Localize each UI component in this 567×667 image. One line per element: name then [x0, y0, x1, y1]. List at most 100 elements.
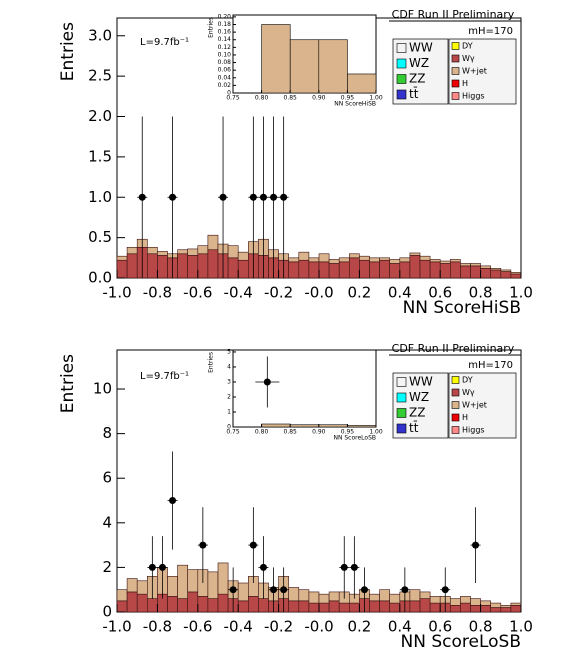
- bin: [449, 598, 461, 606]
- bin: [328, 600, 340, 613]
- y-tick-label: 0.10: [218, 51, 232, 58]
- legend-swatch: [451, 388, 460, 397]
- y-tick-label: 6: [102, 469, 112, 487]
- title: CDF Run II Preliminary: [392, 8, 515, 21]
- data-point: [199, 541, 207, 549]
- y-tick-label: 0.5: [88, 228, 112, 246]
- bin: [348, 257, 360, 279]
- bin: [500, 607, 512, 613]
- y-tick-label: 4: [227, 363, 231, 370]
- legend-swatch: [396, 58, 407, 69]
- bin: [449, 605, 461, 613]
- bin: [429, 602, 441, 613]
- y-axis-label: Entries: [58, 354, 78, 413]
- x-tick-label: 0.6: [428, 618, 452, 636]
- bin: [470, 263, 481, 267]
- y-tick-label: 2.5: [88, 67, 112, 85]
- bin: [379, 589, 391, 602]
- bin: [308, 602, 320, 613]
- x-tick-label: 1.00: [369, 429, 383, 436]
- bin: [338, 257, 350, 263]
- data-point: [280, 193, 288, 201]
- bin: [116, 589, 128, 602]
- bin: [409, 252, 421, 256]
- x-tick-label: -0.0: [304, 618, 333, 636]
- x-tick-label: -0.0: [304, 284, 333, 302]
- bin: [389, 259, 401, 264]
- data-point: [401, 586, 409, 594]
- y-tick-label: 1.0: [88, 188, 112, 206]
- bin: [217, 562, 229, 595]
- legend-label: W+jet: [462, 67, 487, 76]
- legend-swatch: [396, 392, 407, 403]
- bin: [470, 605, 481, 613]
- bin: [460, 263, 471, 267]
- bin: [207, 598, 219, 613]
- bin: [429, 261, 441, 279]
- bin: [429, 596, 441, 604]
- bin: [308, 257, 320, 263]
- y-axis-label: Entries: [208, 352, 215, 373]
- legend-label: WZ: [409, 56, 429, 70]
- bin: [409, 589, 421, 602]
- x-tick-label: 0.75: [226, 429, 240, 436]
- bin: [248, 596, 259, 613]
- legend-label: Wγ: [462, 54, 475, 63]
- legend-label: W+jet: [462, 401, 487, 410]
- bin: [389, 602, 401, 613]
- y-axis-label: Entries: [58, 22, 78, 81]
- legend-swatch: [451, 426, 460, 434]
- bin: [328, 259, 340, 264]
- bin: [147, 598, 158, 613]
- x-tick-label: 0.80: [255, 429, 269, 436]
- data-point: [340, 563, 348, 571]
- data-point: [259, 563, 267, 571]
- bin: [318, 424, 348, 428]
- bin: [136, 593, 148, 613]
- bin: [389, 593, 401, 604]
- legend-label: DY: [462, 376, 473, 385]
- bin: [347, 73, 377, 94]
- x-tick-label: 0.85: [284, 429, 298, 436]
- bin: [167, 596, 178, 613]
- annotation: mH=170: [468, 360, 513, 371]
- bin: [197, 245, 209, 255]
- bin: [237, 600, 249, 613]
- legend-swatch: [451, 401, 460, 409]
- bin: [369, 600, 380, 613]
- bin: [217, 593, 229, 613]
- bin: [460, 596, 471, 604]
- bin: [490, 607, 502, 613]
- y-tick-label: 1: [227, 408, 231, 415]
- x-tick-label: 1.0: [509, 618, 533, 636]
- x-tick-label: 0.80: [255, 95, 269, 102]
- bin: [298, 589, 310, 602]
- bin: [298, 259, 310, 279]
- data-point: [138, 193, 146, 201]
- annotation: L=9.7fb⁻¹: [140, 371, 189, 382]
- x-tick-label: -0.6: [183, 284, 212, 302]
- x-tick-label: 0.75: [226, 95, 240, 102]
- bin: [419, 259, 431, 279]
- y-tick-label: 3.0: [88, 26, 112, 44]
- bin: [419, 591, 431, 599]
- bin: [470, 265, 481, 279]
- bin: [318, 593, 330, 604]
- legend-box: [448, 372, 517, 439]
- bin: [379, 259, 391, 279]
- x-tick-label: 0.2: [347, 284, 371, 302]
- x-axis-label: NN ScoreHiSB: [334, 101, 376, 108]
- x-axis-label: NN ScoreHiSB: [403, 298, 521, 318]
- y-tick-label: 0: [102, 603, 112, 621]
- legend-swatch: [451, 92, 460, 100]
- bin: [136, 580, 148, 595]
- bin: [289, 39, 320, 94]
- legend-label: H: [462, 413, 468, 422]
- bin: [318, 602, 330, 613]
- bin: [328, 263, 340, 279]
- y-tick-label: 0.08: [218, 59, 232, 66]
- bin: [258, 598, 269, 613]
- bin: [328, 591, 340, 602]
- x-tick-label: 0.85: [284, 95, 298, 102]
- legend-label: ZZ: [409, 406, 425, 420]
